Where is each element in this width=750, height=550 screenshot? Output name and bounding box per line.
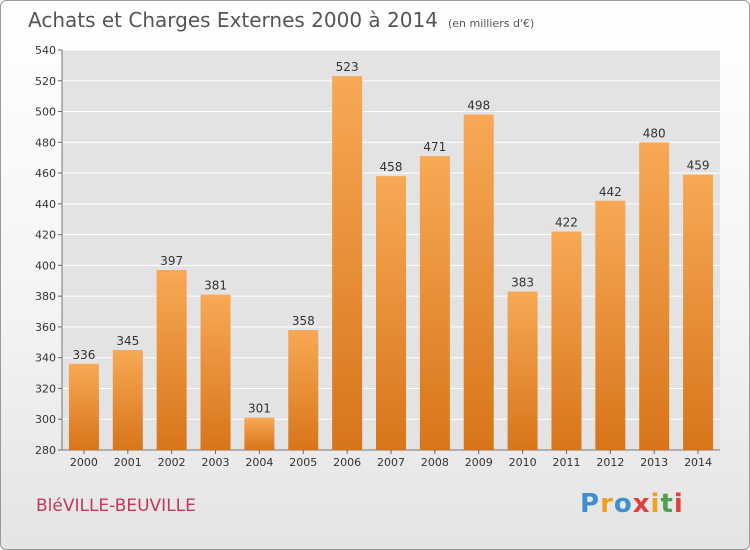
y-tick-label: 480: [35, 136, 56, 149]
logo-letter: r: [600, 489, 614, 519]
bar: [68, 363, 99, 450]
bar: [551, 231, 582, 450]
bar: [507, 291, 538, 450]
y-tick-label: 420: [35, 229, 56, 242]
bar-value-label: 523: [336, 60, 359, 74]
bar-value-label: 442: [599, 185, 622, 199]
y-tick-label: 440: [35, 198, 56, 211]
title-text: Achats et Charges Externes 2000 à 2014: [28, 8, 438, 32]
bar-value-label: 471: [423, 140, 446, 154]
x-tick-label: 2009: [465, 456, 493, 469]
y-tick-label: 460: [35, 167, 56, 180]
bar-value-label: 422: [555, 216, 578, 230]
logo-letter: o: [613, 489, 633, 519]
y-tick-label: 540: [35, 44, 56, 57]
x-tick-label: 2003: [202, 456, 230, 469]
bar: [463, 114, 494, 450]
bar-value-label: 358: [292, 314, 315, 328]
bar-value-label: 480: [643, 126, 666, 140]
bar-value-label: 381: [204, 279, 227, 293]
x-tick-label: 2013: [640, 456, 668, 469]
x-tick-label: 2010: [509, 456, 537, 469]
y-tick-label: 300: [35, 413, 56, 426]
x-tick-label: 2006: [333, 456, 361, 469]
bar-value-label: 383: [511, 276, 534, 290]
bar: [112, 350, 143, 450]
x-tick-label: 2008: [421, 456, 449, 469]
logo-letter: x: [632, 489, 651, 519]
x-tick-label: 2002: [158, 456, 186, 469]
y-tick-label: 280: [35, 444, 56, 457]
bar: [332, 76, 363, 451]
chart-title: Achats et Charges Externes 2000 à 2014 (e…: [28, 8, 534, 32]
y-tick-label: 340: [35, 352, 56, 365]
y-tick-label: 360: [35, 321, 56, 334]
bar: [156, 270, 187, 450]
bar: [683, 174, 714, 450]
x-tick-label: 2011: [552, 456, 580, 469]
proxiti-logo[interactable]: Proxiti: [580, 489, 684, 519]
logo-letter: i: [650, 489, 661, 519]
logo-letter: P: [580, 489, 601, 519]
bar-value-label: 498: [467, 99, 490, 113]
y-tick-label: 380: [35, 290, 56, 303]
unit-note: (en milliers d'€): [447, 17, 535, 30]
y-tick-label: 400: [35, 259, 56, 272]
bar: [639, 142, 670, 451]
x-tick-label: 2014: [684, 456, 712, 469]
bar-value-label: 345: [116, 334, 139, 348]
logo-letter: t: [660, 489, 674, 519]
bar: [376, 176, 406, 450]
location-name: BléVILLE-BEUVILLE: [36, 496, 196, 516]
x-tick-label: 2012: [596, 456, 624, 469]
bar: [419, 156, 450, 450]
bar: [288, 330, 319, 450]
bar-value-label: 397: [160, 254, 183, 268]
y-tick-label: 520: [35, 75, 56, 88]
y-tick-label: 320: [35, 382, 56, 395]
bar-value-label: 458: [380, 160, 403, 174]
bar: [595, 200, 626, 450]
bar-value-label: 336: [72, 348, 95, 362]
x-tick-label: 2007: [377, 456, 405, 469]
bar-value-label: 301: [248, 402, 271, 416]
bar-value-label: 459: [687, 159, 710, 173]
y-tick-label: 500: [35, 106, 56, 119]
x-tick-label: 2001: [114, 456, 142, 469]
x-tick-label: 2000: [70, 456, 98, 469]
bar: [244, 417, 275, 450]
x-tick-label: 2004: [245, 456, 273, 469]
x-tick-label: 2005: [289, 456, 317, 469]
bar: [200, 294, 231, 450]
logo-letter: i: [673, 489, 684, 519]
